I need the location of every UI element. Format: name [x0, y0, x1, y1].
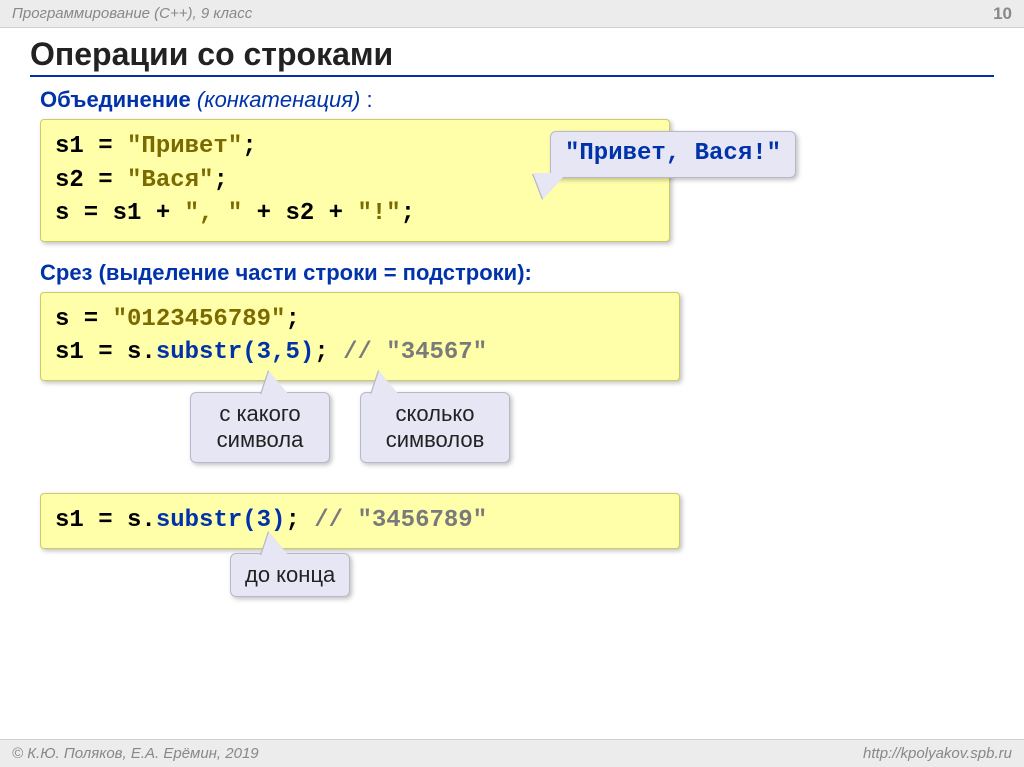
slide-header: Программирование (C++), 9 класс 10 [0, 0, 1024, 28]
callout-result: "Привет, Вася!" [550, 131, 796, 178]
codebox-substr1: s = "0123456789"; s1 = s.substr(3,5); //… [40, 292, 680, 381]
section-slice: Срез (выделение части строки = подстроки… [40, 260, 994, 286]
page-number: 10 [993, 4, 1012, 24]
callout-pointer [261, 532, 289, 556]
footer-left: © К.Ю. Поляков, Е.А. Ерёмин, 2019 [12, 745, 259, 762]
header-left: Программирование (C++), 9 класс [12, 5, 252, 22]
callout-pointer [261, 371, 289, 395]
section-concat-italic: (конкатенация) [191, 87, 361, 112]
section-concat-bold: Объединение [40, 87, 191, 112]
slide-body: Операции со строками Объединение (конкат… [0, 28, 1024, 549]
code-line: s1 = s.substr(3); // "3456789" [55, 504, 665, 538]
callout-from: с какого символа [190, 392, 330, 463]
code-line: s1 = s.substr(3,5); // "34567" [55, 336, 665, 370]
callout-pointer [371, 371, 399, 395]
footer-right: http://kpolyakov.spb.ru [863, 745, 1012, 762]
code-line: s = s1 + ", " + s2 + "!"; [55, 197, 655, 231]
code-line: s = "0123456789"; [55, 303, 665, 337]
callout-toend: до конца [230, 553, 350, 597]
callout-pointer [533, 173, 567, 199]
codebox-substr2: s1 = s.substr(3); // "3456789" [40, 493, 680, 549]
slide-title: Операции со строками [30, 36, 994, 77]
slide-footer: © К.Ю. Поляков, Е.А. Ерёмин, 2019 http:/… [0, 739, 1024, 767]
section-concat: Объединение (конкатенация) : [40, 87, 994, 113]
callout-count: сколько символов [360, 392, 510, 463]
section-concat-colon: : [360, 87, 372, 112]
